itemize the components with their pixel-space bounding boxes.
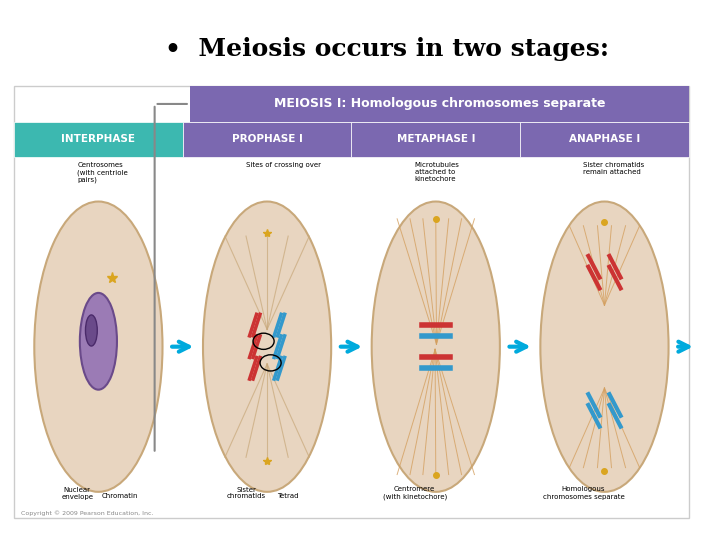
Text: PROPHASE I: PROPHASE I — [232, 134, 302, 144]
Text: INTERPHASE: INTERPHASE — [61, 134, 135, 144]
Bar — [520, 122, 689, 157]
Bar — [351, 122, 520, 157]
Ellipse shape — [80, 293, 117, 390]
Bar — [14, 122, 183, 157]
Text: Microtubules
attached to
kinetochore: Microtubules attached to kinetochore — [415, 162, 459, 182]
Bar — [14, 86, 689, 518]
Text: Nuclear
envelope: Nuclear envelope — [61, 487, 94, 500]
Text: Centromere
(with kinetochore): Centromere (with kinetochore) — [382, 486, 447, 500]
Text: MEIOSIS I: Homologous chromosomes separate: MEIOSIS I: Homologous chromosomes separa… — [274, 97, 605, 111]
Ellipse shape — [372, 201, 500, 492]
Ellipse shape — [86, 315, 97, 346]
Text: Sister
chromatids: Sister chromatids — [227, 487, 266, 500]
Bar — [183, 122, 351, 157]
Text: Tetrad: Tetrad — [277, 494, 299, 500]
Text: Copyright © 2009 Pearson Education, Inc.: Copyright © 2009 Pearson Education, Inc. — [21, 510, 153, 516]
Ellipse shape — [203, 201, 331, 492]
Text: Sister chromatids
remain attached: Sister chromatids remain attached — [583, 162, 644, 175]
Ellipse shape — [35, 201, 163, 492]
Text: METAPHASE I: METAPHASE I — [397, 134, 475, 144]
Text: •  Meiosis occurs in two stages:: • Meiosis occurs in two stages: — [165, 37, 609, 60]
Text: Homologous
chromosomes separate: Homologous chromosomes separate — [542, 487, 624, 500]
Text: Chromatin: Chromatin — [102, 494, 138, 500]
Text: Sites of crossing over: Sites of crossing over — [246, 162, 321, 168]
FancyBboxPatch shape — [190, 86, 689, 122]
Text: Centrosomes
(with centriole
pairs): Centrosomes (with centriole pairs) — [77, 162, 128, 183]
Text: ANAPHASE I: ANAPHASE I — [569, 134, 640, 144]
Ellipse shape — [541, 201, 669, 492]
